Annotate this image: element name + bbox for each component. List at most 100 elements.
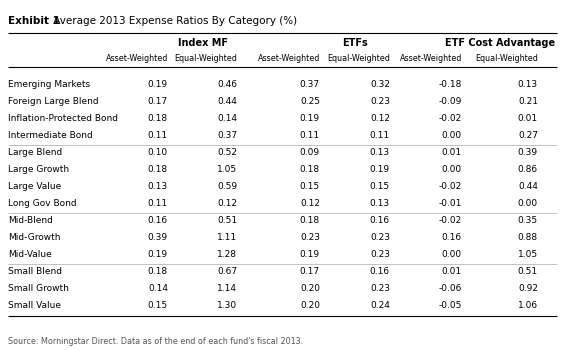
Text: 0.44: 0.44 — [217, 97, 237, 106]
Text: 0.35: 0.35 — [518, 216, 538, 225]
Text: 0.00: 0.00 — [442, 250, 462, 259]
Text: 0.23: 0.23 — [370, 233, 390, 242]
Text: 0.12: 0.12 — [300, 199, 320, 208]
Text: 0.12: 0.12 — [217, 199, 237, 208]
Text: 0.59: 0.59 — [217, 182, 237, 191]
Text: 0.11: 0.11 — [148, 199, 168, 208]
Text: Mid-Value: Mid-Value — [8, 250, 52, 259]
Text: -0.09: -0.09 — [438, 97, 462, 106]
Text: 1.05: 1.05 — [518, 250, 538, 259]
Text: 0.15: 0.15 — [370, 182, 390, 191]
Text: 0.16: 0.16 — [442, 233, 462, 242]
Text: 0.37: 0.37 — [300, 80, 320, 89]
Text: 0.13: 0.13 — [370, 199, 390, 208]
Text: 0.09: 0.09 — [300, 148, 320, 157]
Text: 0.17: 0.17 — [300, 267, 320, 276]
Text: Inflation-Protected Bond: Inflation-Protected Bond — [8, 114, 118, 123]
Text: 0.23: 0.23 — [370, 97, 390, 106]
Text: Long Gov Bond: Long Gov Bond — [8, 199, 77, 208]
Text: 0.92: 0.92 — [518, 284, 538, 293]
Text: Large Blend: Large Blend — [8, 148, 62, 157]
Text: 0.00: 0.00 — [442, 131, 462, 140]
Text: 0.23: 0.23 — [300, 233, 320, 242]
Text: -0.02: -0.02 — [439, 182, 462, 191]
Text: 0.01: 0.01 — [442, 267, 462, 276]
Text: 0.19: 0.19 — [300, 250, 320, 259]
Text: Emerging Markets: Emerging Markets — [8, 80, 90, 89]
Text: 0.16: 0.16 — [370, 267, 390, 276]
Text: 0.11: 0.11 — [370, 131, 390, 140]
Text: Equal-Weighted: Equal-Weighted — [174, 54, 237, 63]
Text: Intermediate Bond: Intermediate Bond — [8, 131, 93, 140]
Text: Small Growth: Small Growth — [8, 284, 69, 293]
Text: -0.06: -0.06 — [438, 284, 462, 293]
Text: 0.51: 0.51 — [217, 216, 237, 225]
Text: 0.52: 0.52 — [217, 148, 237, 157]
Text: 0.20: 0.20 — [300, 301, 320, 310]
Text: 0.00: 0.00 — [518, 199, 538, 208]
Text: Mid-Growth: Mid-Growth — [8, 233, 60, 242]
Text: 0.18: 0.18 — [148, 267, 168, 276]
Text: 1.11: 1.11 — [217, 233, 237, 242]
Text: -0.02: -0.02 — [439, 114, 462, 123]
Text: 0.44: 0.44 — [518, 182, 538, 191]
Text: 1.28: 1.28 — [217, 250, 237, 259]
Text: 0.18: 0.18 — [148, 114, 168, 123]
Text: 0.18: 0.18 — [148, 165, 168, 174]
Text: 0.23: 0.23 — [370, 250, 390, 259]
Text: 0.11: 0.11 — [300, 131, 320, 140]
Text: -0.01: -0.01 — [438, 199, 462, 208]
Text: 0.12: 0.12 — [370, 114, 390, 123]
Text: Asset-Weighted: Asset-Weighted — [258, 54, 320, 63]
Text: 0.13: 0.13 — [370, 148, 390, 157]
Text: Index MF: Index MF — [178, 38, 228, 48]
Text: 0.21: 0.21 — [518, 97, 538, 106]
Text: Asset-Weighted: Asset-Weighted — [106, 54, 168, 63]
Text: Large Value: Large Value — [8, 182, 61, 191]
Text: 0.19: 0.19 — [370, 165, 390, 174]
Text: 0.01: 0.01 — [442, 148, 462, 157]
Text: 0.13: 0.13 — [148, 182, 168, 191]
Text: 0.86: 0.86 — [518, 165, 538, 174]
Text: Foreign Large Blend: Foreign Large Blend — [8, 97, 99, 106]
Text: 1.14: 1.14 — [217, 284, 237, 293]
Text: 0.17: 0.17 — [148, 97, 168, 106]
Text: 0.39: 0.39 — [148, 233, 168, 242]
Text: 0.01: 0.01 — [518, 114, 538, 123]
Text: 0.11: 0.11 — [148, 131, 168, 140]
Text: 0.32: 0.32 — [370, 80, 390, 89]
Text: Mid-Blend: Mid-Blend — [8, 216, 53, 225]
Text: 0.15: 0.15 — [300, 182, 320, 191]
Text: 0.16: 0.16 — [148, 216, 168, 225]
Text: 0.15: 0.15 — [148, 301, 168, 310]
Text: 0.20: 0.20 — [300, 284, 320, 293]
Text: 0.27: 0.27 — [518, 131, 538, 140]
Text: 0.14: 0.14 — [148, 284, 168, 293]
Text: Asset-Weighted: Asset-Weighted — [399, 54, 462, 63]
Text: 0.19: 0.19 — [148, 250, 168, 259]
Text: Equal-Weighted: Equal-Weighted — [327, 54, 390, 63]
Text: ETFs: ETFs — [342, 38, 368, 48]
Text: -0.05: -0.05 — [438, 301, 462, 310]
Text: Average 2013 Expense Ratios By Category (%): Average 2013 Expense Ratios By Category … — [50, 16, 297, 26]
Text: 0.37: 0.37 — [217, 131, 237, 140]
Text: 0.18: 0.18 — [300, 216, 320, 225]
Text: ETF Cost Advantage: ETF Cost Advantage — [445, 38, 555, 48]
Text: 0.13: 0.13 — [518, 80, 538, 89]
Text: 1.05: 1.05 — [217, 165, 237, 174]
Text: 0.88: 0.88 — [518, 233, 538, 242]
Text: -0.02: -0.02 — [439, 216, 462, 225]
Text: Small Blend: Small Blend — [8, 267, 62, 276]
Text: 1.30: 1.30 — [217, 301, 237, 310]
Text: Large Growth: Large Growth — [8, 165, 69, 174]
Text: 0.67: 0.67 — [217, 267, 237, 276]
Text: 0.19: 0.19 — [300, 114, 320, 123]
Text: 0.24: 0.24 — [370, 301, 390, 310]
Text: 1.06: 1.06 — [518, 301, 538, 310]
Text: 0.46: 0.46 — [217, 80, 237, 89]
Text: 0.51: 0.51 — [518, 267, 538, 276]
Text: -0.18: -0.18 — [438, 80, 462, 89]
Text: 0.16: 0.16 — [370, 216, 390, 225]
Text: 0.10: 0.10 — [148, 148, 168, 157]
Text: 0.25: 0.25 — [300, 97, 320, 106]
